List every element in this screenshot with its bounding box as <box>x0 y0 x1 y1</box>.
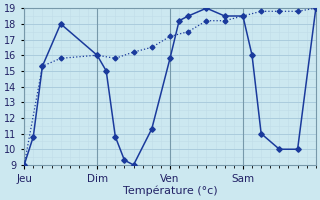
X-axis label: Température (°c): Température (°c) <box>123 185 217 196</box>
